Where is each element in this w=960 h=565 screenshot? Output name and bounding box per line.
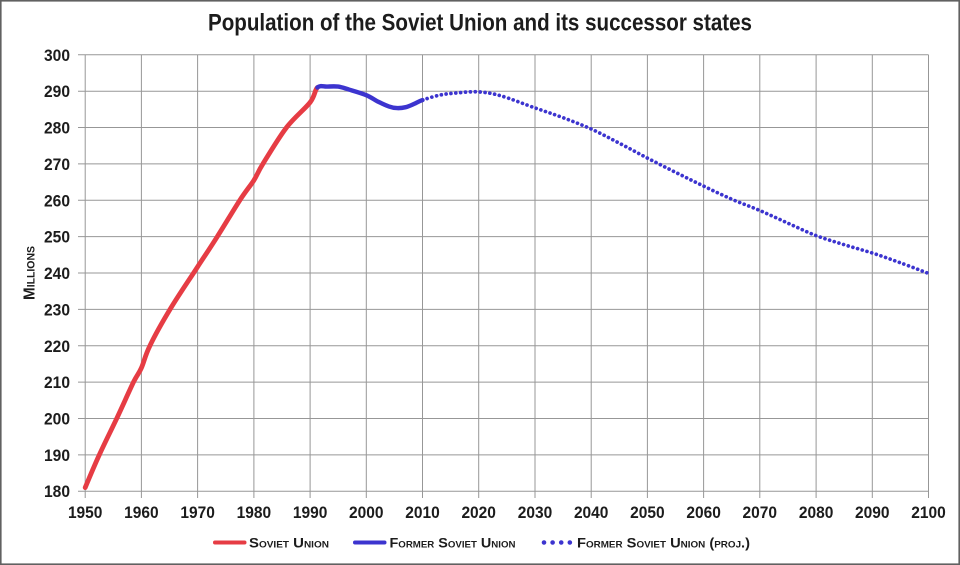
svg-text:270: 270 [44, 156, 70, 174]
svg-text:260: 260 [44, 192, 70, 210]
svg-text:220: 220 [44, 338, 70, 356]
svg-text:190: 190 [44, 447, 70, 465]
svg-text:2050: 2050 [630, 503, 665, 522]
svg-text:1990: 1990 [293, 503, 328, 522]
svg-text:250: 250 [44, 229, 70, 247]
svg-text:290: 290 [44, 83, 70, 101]
svg-text:1960: 1960 [124, 503, 159, 522]
svg-text:210: 210 [44, 374, 70, 392]
svg-text:1950: 1950 [68, 503, 103, 522]
svg-text:Former Soviet Union (proj.): Former Soviet Union (proj.) [577, 536, 750, 551]
svg-text:180: 180 [44, 483, 70, 501]
svg-text:Former Soviet Union: Former Soviet Union [390, 536, 516, 551]
svg-text:2090: 2090 [855, 503, 890, 522]
svg-text:1970: 1970 [180, 503, 215, 522]
svg-text:2100: 2100 [911, 503, 946, 522]
svg-text:Population of the Soviet Union: Population of the Soviet Union and its s… [208, 10, 752, 37]
svg-text:2060: 2060 [686, 503, 721, 522]
svg-text:1980: 1980 [237, 503, 272, 522]
svg-text:200: 200 [44, 411, 70, 429]
svg-text:280: 280 [44, 120, 70, 138]
svg-text:2030: 2030 [518, 503, 553, 522]
svg-text:240: 240 [44, 265, 70, 283]
svg-text:2070: 2070 [743, 503, 778, 522]
svg-text:2080: 2080 [799, 503, 834, 522]
svg-text:Soviet Union: Soviet Union [249, 536, 329, 551]
svg-text:2020: 2020 [461, 503, 496, 522]
svg-text:Millions: Millions [21, 246, 38, 300]
svg-text:2010: 2010 [405, 503, 440, 522]
svg-text:230: 230 [44, 301, 70, 319]
svg-text:300: 300 [44, 47, 70, 65]
svg-text:2040: 2040 [574, 503, 609, 522]
svg-text:2000: 2000 [349, 503, 384, 522]
